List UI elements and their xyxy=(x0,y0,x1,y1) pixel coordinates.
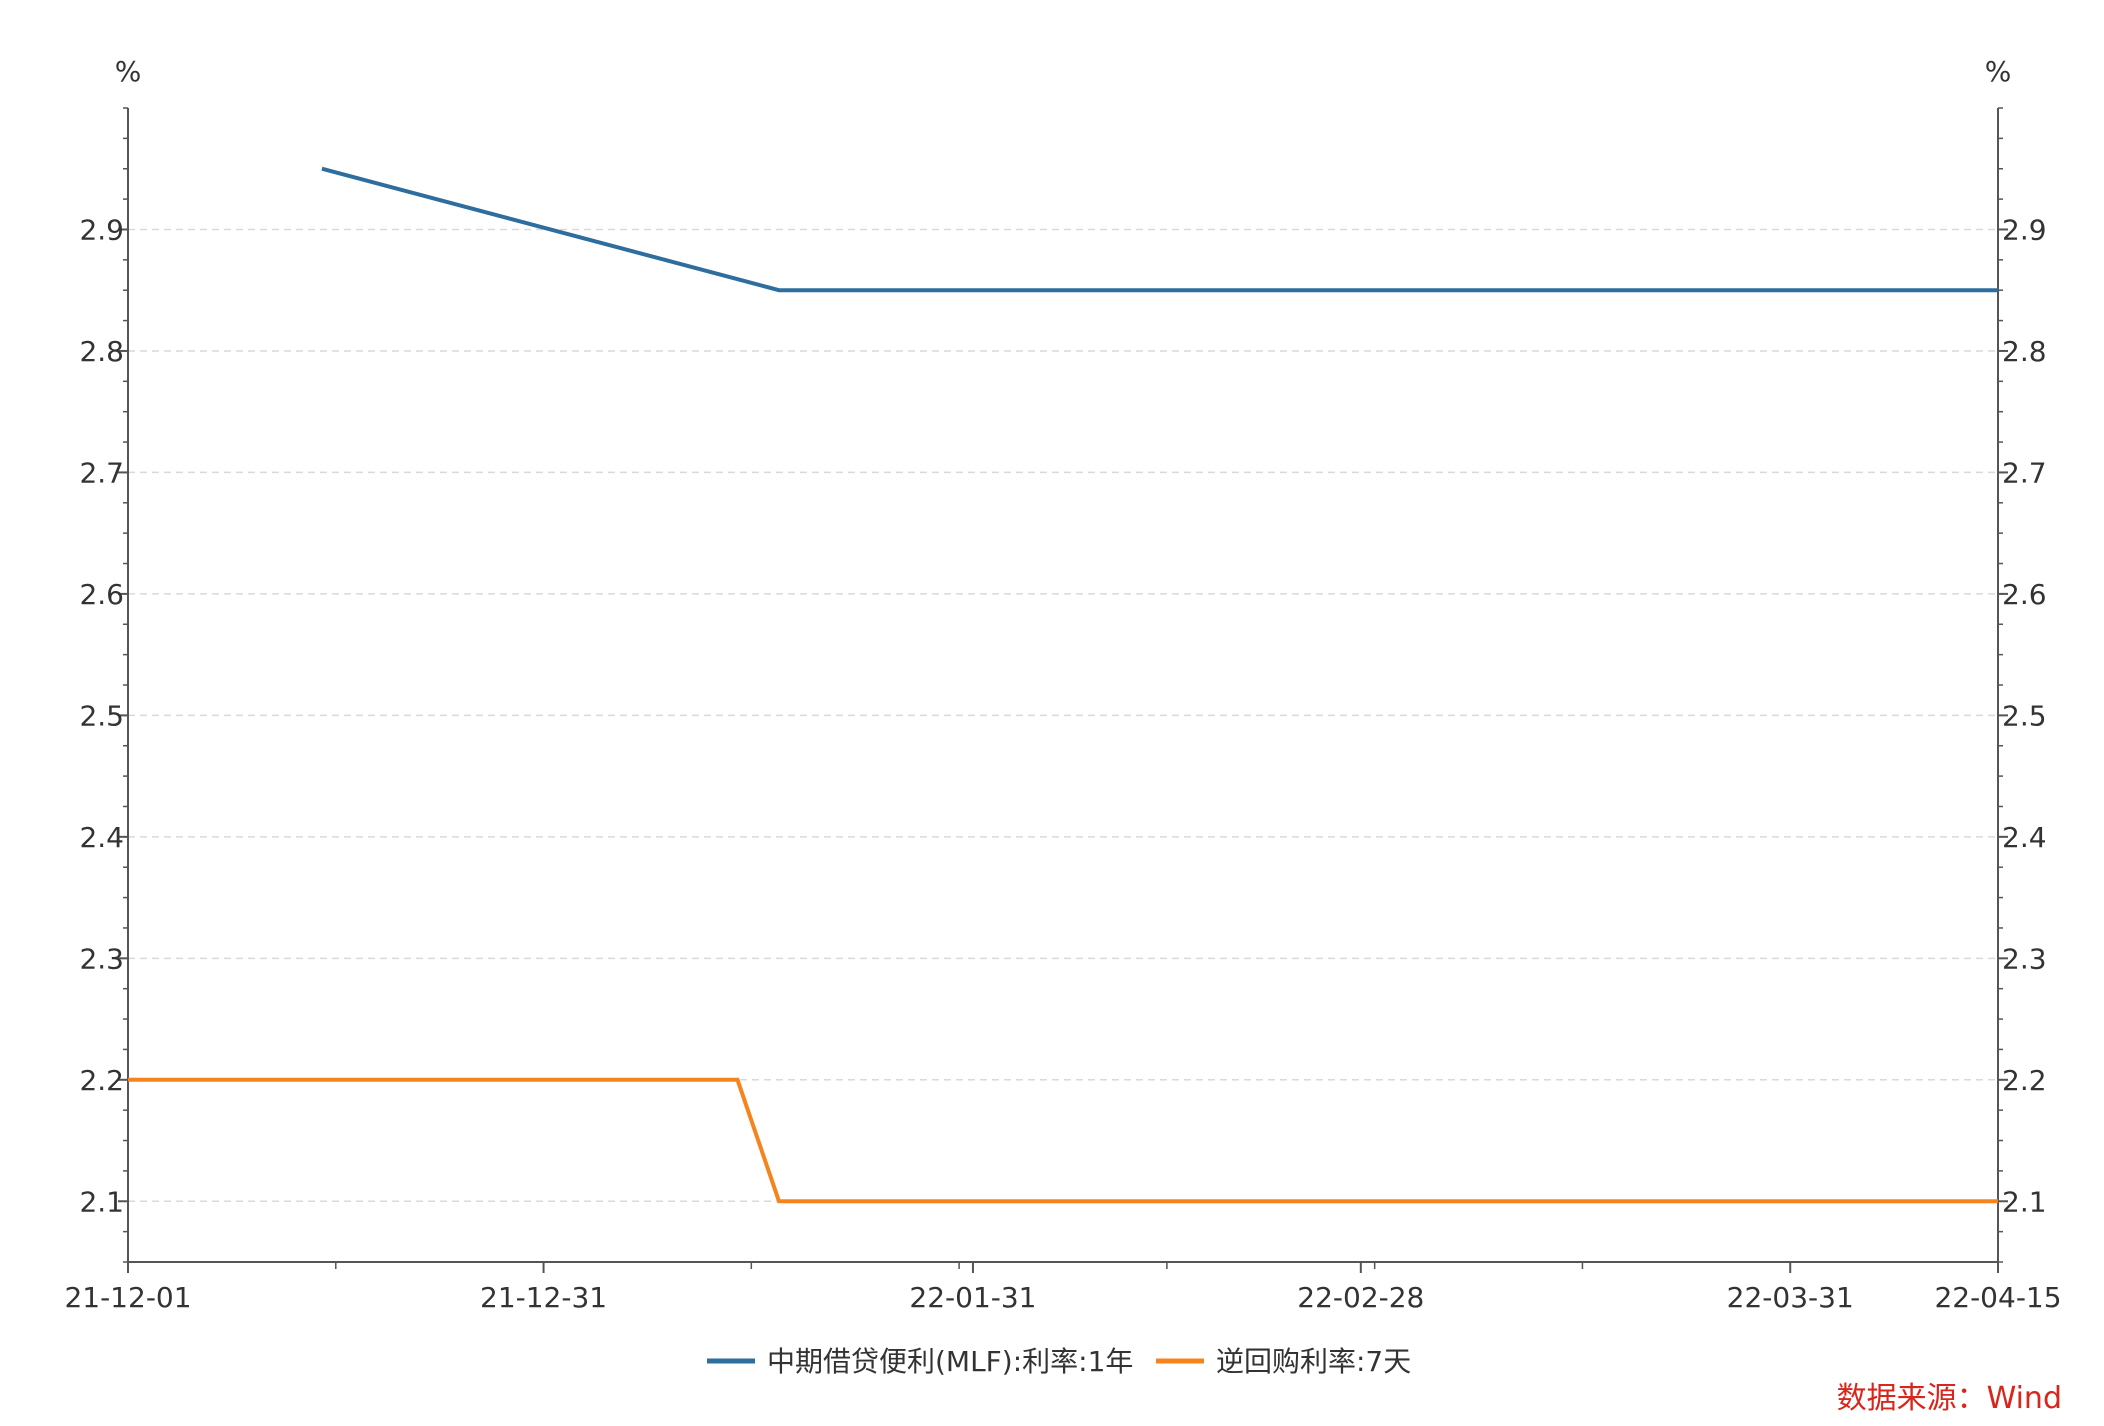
left-y-unit-label: % xyxy=(115,55,142,88)
left-y-tick-label: 2.8 xyxy=(79,335,124,368)
right-y-unit-label: % xyxy=(1985,55,2012,88)
right-y-tick-label: 2.7 xyxy=(2002,456,2047,489)
ticks: 2.1 2.1 2.2 2.2 2.3 2.3 2.4 2.4 2.5 2.5 2.6 2.6 2.7 2… xyxy=(64,107,2062,1314)
left-y-tick-label: 2.5 xyxy=(79,699,124,732)
legend-item-reverse-repo: 逆回购利率:7天 xyxy=(1156,1345,1411,1378)
legend-label-mlf: 中期借贷便利(MLF):利率:1年 xyxy=(767,1345,1133,1378)
right-y-tick-label: 2.8 xyxy=(2002,335,2047,368)
x-tick-label: 22-03-31 xyxy=(1727,1281,1854,1314)
right-y-tick-label: 2.9 xyxy=(2002,213,2047,246)
x-tick-label: 21-12-01 xyxy=(64,1281,191,1314)
x-tick-label: 22-01-31 xyxy=(909,1281,1036,1314)
right-y-tick-label: 2.6 xyxy=(2002,578,2047,611)
right-y-tick-label: 2.2 xyxy=(2002,1064,2047,1097)
left-y-tick-label: 2.7 xyxy=(79,456,124,489)
left-y-tick-label: 2.6 xyxy=(79,578,124,611)
legend-item-mlf: 中期借贷便利(MLF):利率:1年 xyxy=(707,1345,1133,1378)
series-lines xyxy=(128,166,1998,1204)
legend-label-reverse-repo: 逆回购利率:7天 xyxy=(1216,1345,1411,1378)
data-source-label: 数据来源：Wind xyxy=(1837,1381,2062,1416)
gridlines xyxy=(128,228,1998,1203)
x-tick-label: 22-02-28 xyxy=(1297,1281,1424,1314)
left-y-tick-label: 2.9 xyxy=(79,213,124,246)
left-y-tick-label: 2.3 xyxy=(79,942,124,975)
axes xyxy=(127,108,1999,1263)
right-y-tick-label: 2.1 xyxy=(2002,1185,2047,1218)
right-y-tick-label: 2.5 xyxy=(2002,699,2047,732)
x-tick-label: 21-12-31 xyxy=(480,1281,607,1314)
series-line-1 xyxy=(128,1077,1998,1204)
left-y-tick-label: 2.1 xyxy=(79,1185,124,1218)
right-y-tick-label: 2.3 xyxy=(2002,942,2047,975)
legend: 中期借贷便利(MLF):利率:1年 逆回购利率:7天 xyxy=(707,1345,1411,1378)
x-tick-label: 22-04-15 xyxy=(1934,1281,2061,1314)
left-y-tick-label: 2.4 xyxy=(79,821,124,854)
left-y-tick-label: 2.2 xyxy=(79,1064,124,1097)
right-y-tick-label: 2.4 xyxy=(2002,821,2047,854)
series-line-0 xyxy=(321,166,1998,293)
